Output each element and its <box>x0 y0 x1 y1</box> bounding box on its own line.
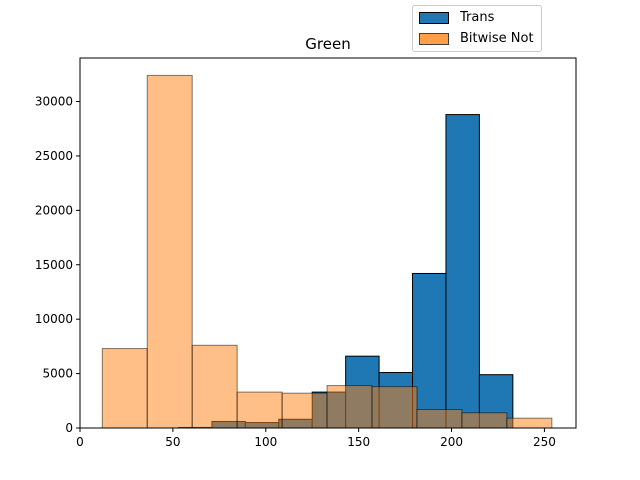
x-tick-label: 250 <box>533 435 556 449</box>
bar-bitwise-not-8 <box>461 412 508 429</box>
legend: Trans Bitwise Not <box>412 5 542 52</box>
y-tick-label: 20000 <box>35 203 73 217</box>
bar-bitwise-not-1 <box>146 74 193 429</box>
bar-bitwise-not-5 <box>326 385 373 429</box>
x-tick-label: 0 <box>76 435 84 449</box>
legend-item-trans: Trans <box>419 10 494 26</box>
legend-swatch-bitwise-not <box>419 33 449 45</box>
bar-bitwise-not-2 <box>191 344 238 429</box>
x-axis-ticks: 0 50 100 150 200 250 <box>76 428 556 449</box>
legend-label-bitwise-not: Bitwise Not <box>460 31 534 46</box>
x-tick-label: 100 <box>254 435 277 449</box>
bar-trans-8 <box>445 114 480 429</box>
y-tick-label: 25000 <box>35 149 73 163</box>
y-tick-label: 10000 <box>35 312 73 326</box>
bar-bitwise-not-0 <box>101 348 148 429</box>
y-axis-ticks: 0 5000 10000 15000 20000 25000 30000 <box>35 95 80 435</box>
bars-layer <box>101 74 553 429</box>
bar-bitwise-not-7 <box>416 409 463 429</box>
bar-bitwise-not-9 <box>506 417 553 429</box>
y-tick-label: 5000 <box>42 367 73 381</box>
x-tick-label: 200 <box>440 435 463 449</box>
bar-bitwise-not-4 <box>281 392 328 429</box>
x-tick-label: 150 <box>347 435 370 449</box>
y-tick-label: 30000 <box>35 95 73 109</box>
bar-bitwise-not-6 <box>371 386 418 429</box>
bar-bitwise-not-3 <box>236 391 283 429</box>
x-tick-label: 50 <box>165 435 180 449</box>
legend-swatch-trans <box>419 12 449 24</box>
y-tick-label: 15000 <box>35 258 73 272</box>
y-tick-label: 0 <box>65 421 73 435</box>
bar-trans-7 <box>412 272 447 429</box>
plot-frame <box>79 57 577 429</box>
chart-title: Green <box>305 35 350 53</box>
legend-item-bitwise-not: Bitwise Not <box>419 31 534 47</box>
legend-label-trans: Trans <box>460 10 495 25</box>
